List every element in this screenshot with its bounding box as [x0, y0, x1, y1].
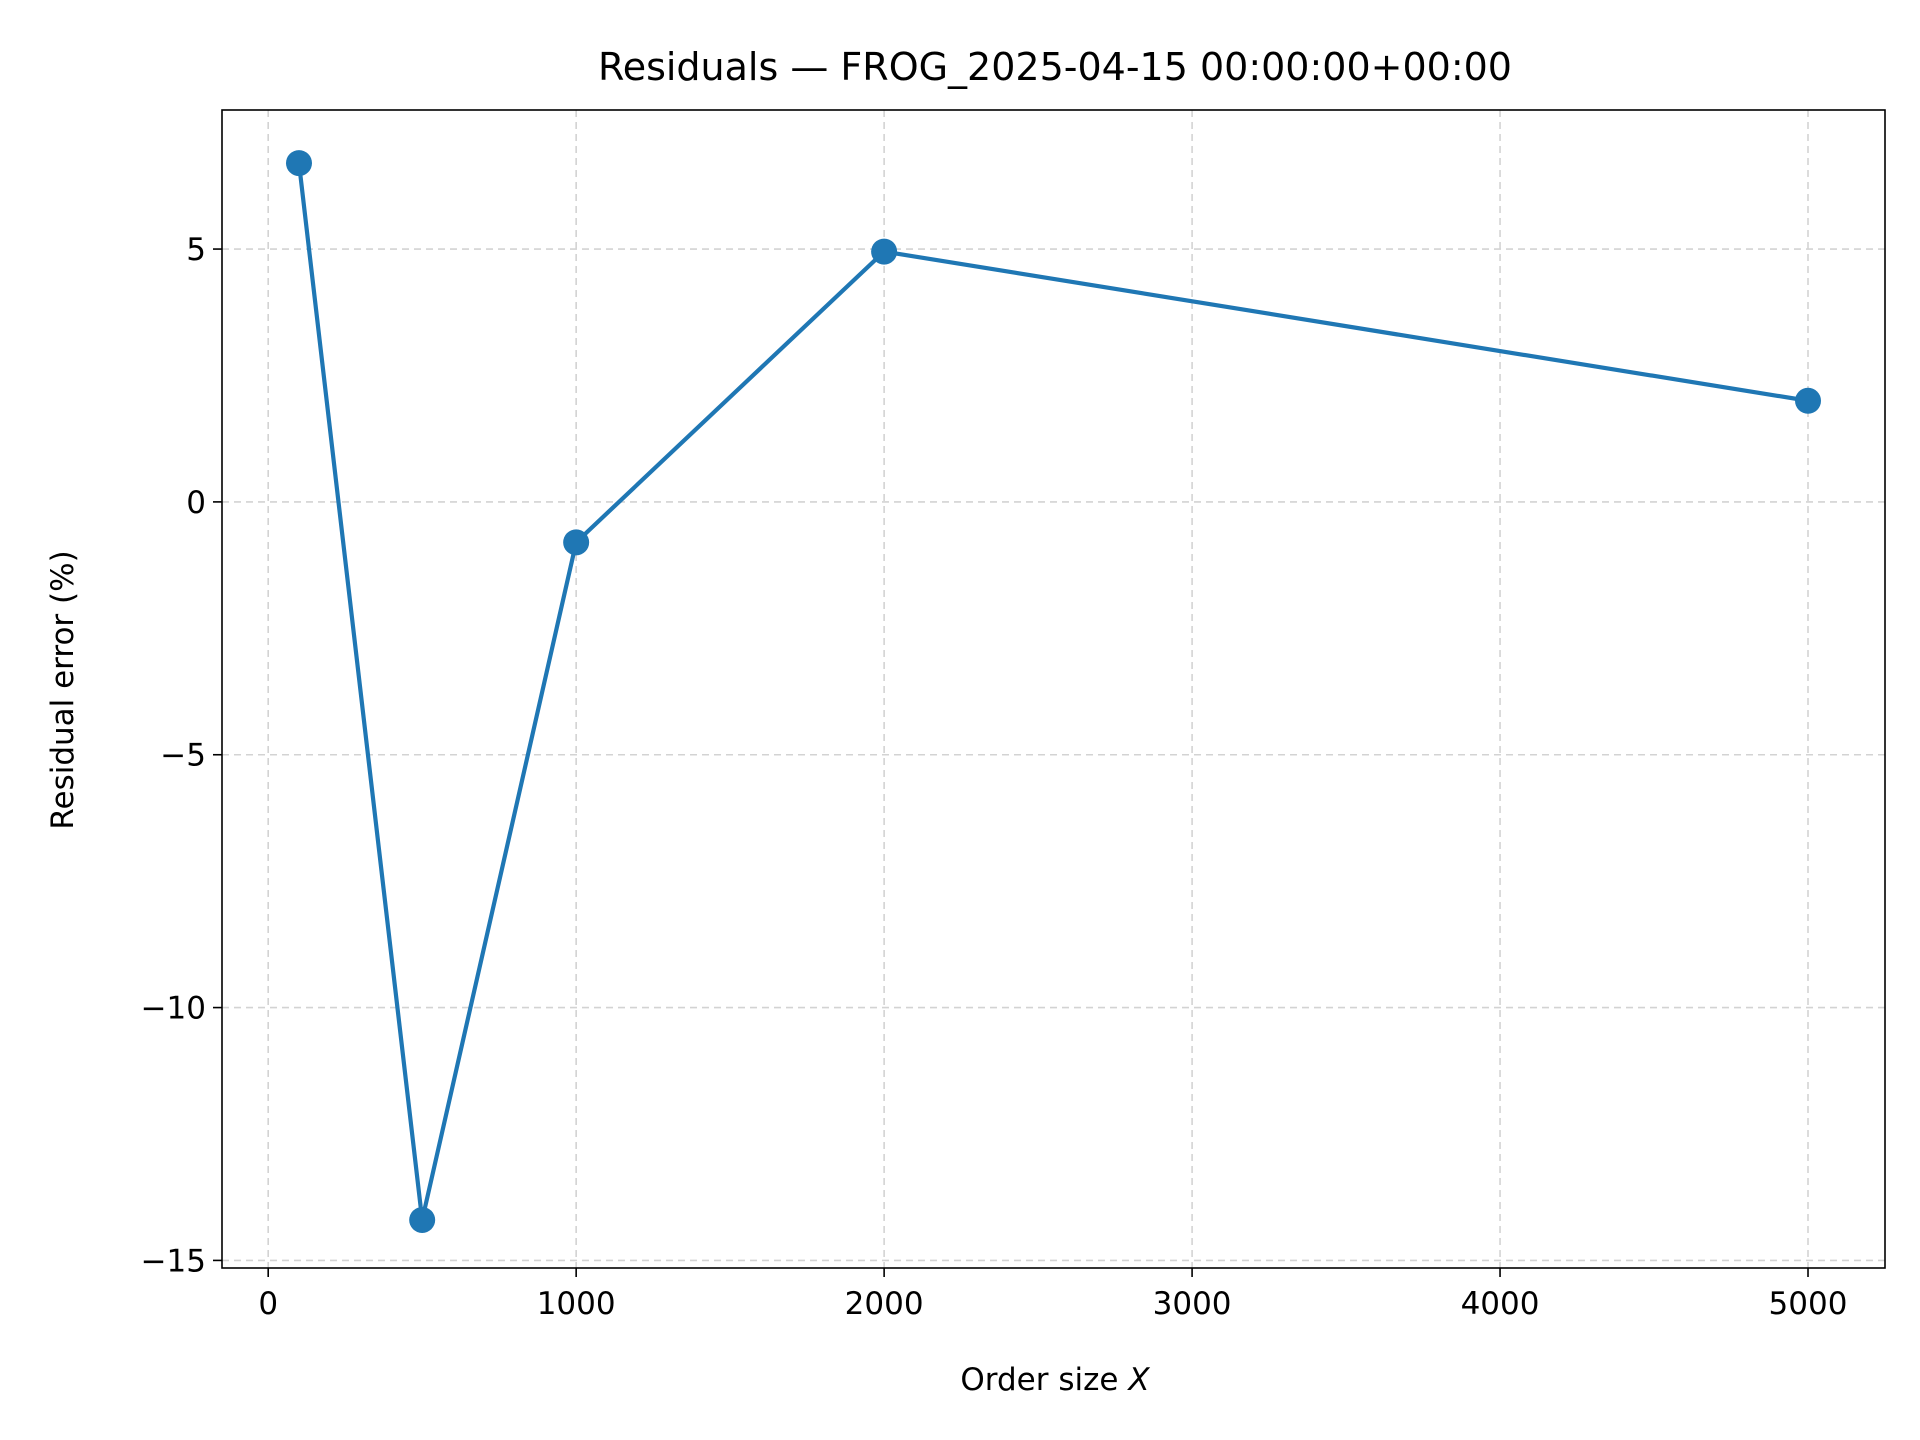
x-tick-label: 3000: [1153, 1286, 1232, 1322]
data-point: [409, 1206, 436, 1233]
data-point: [1795, 387, 1822, 414]
y-axis-title: Residual error (%): [45, 550, 81, 829]
grid-lines: [222, 110, 1885, 1268]
data-point: [871, 238, 898, 265]
x-tick-label: 1000: [537, 1286, 616, 1322]
x-tick-label: 0: [258, 1286, 278, 1322]
data-point: [285, 150, 312, 177]
y-tick-label: −15: [141, 1243, 206, 1279]
x-tick-label: 2000: [845, 1286, 924, 1322]
y-tick-label: 5: [186, 232, 206, 268]
x-axis-ticks: 0 1000 2000 3000 4000 5000: [258, 1268, 1847, 1322]
y-axis-ticks: 5 0 −5 −10 −15: [141, 232, 222, 1279]
x-axis-title-variable: X: [1126, 1362, 1150, 1398]
x-tick-label: 5000: [1769, 1286, 1848, 1322]
x-tick-label: 4000: [1461, 1286, 1540, 1322]
data-point: [563, 529, 590, 556]
y-tick-label: −10: [141, 991, 206, 1027]
y-tick-label: −5: [160, 738, 206, 774]
x-axis-title: Order size X: [960, 1362, 1150, 1398]
plot-area-frame: [221, 109, 1886, 1269]
y-tick-label: 0: [186, 485, 206, 521]
data-series: [285, 150, 1822, 1233]
chart-title: Residuals — FROG_2025-04-15 00:00:00+00:…: [598, 45, 1512, 89]
x-axis-title-text: Order size: [960, 1362, 1128, 1398]
